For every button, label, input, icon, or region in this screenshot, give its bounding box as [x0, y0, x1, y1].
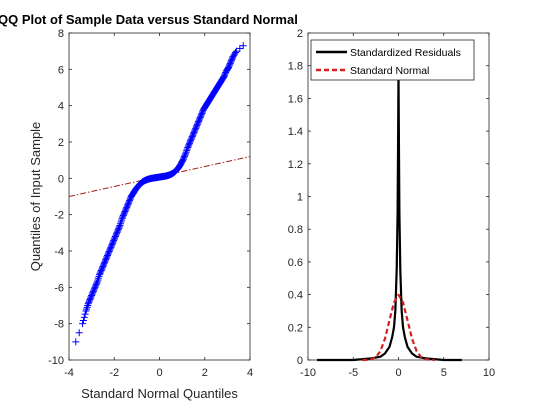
qq-y-tick-label: -8 [54, 319, 64, 331]
qq-x-axis-label: Standard Normal Quantiles [81, 386, 238, 401]
qq-point [94, 274, 102, 282]
qq-point [116, 222, 124, 230]
qq-point [182, 150, 190, 158]
qq-point [79, 316, 87, 324]
qq-y-tick-label: -10 [48, 355, 64, 367]
qq-point [118, 216, 126, 224]
qq-y-tick-label: -4 [54, 246, 64, 258]
qq-x-tick-label: 0 [156, 367, 162, 379]
density-y-tick-label: 0.2 [288, 322, 303, 334]
qq-y-tick-label: 8 [58, 28, 64, 40]
qq-point [95, 272, 103, 280]
qq-point [83, 303, 91, 311]
qq-point [75, 329, 83, 337]
qq-point [232, 49, 240, 57]
qq-point [181, 151, 189, 159]
density-series [317, 72, 462, 362]
legend-label-normal: Standard Normal [350, 65, 429, 77]
qq-x-tick-labels: -4 -2 0 2 4 [64, 33, 253, 379]
qq-point [183, 147, 191, 155]
qq-x-tick-label: -4 [64, 367, 74, 379]
qq-point [239, 42, 247, 50]
qq-y-tick-label: 0 [58, 173, 64, 185]
qq-point [115, 223, 123, 231]
normal-line [362, 293, 435, 362]
qq-y-tick-label: 2 [58, 137, 64, 149]
density-x-tick-label: -10 [300, 367, 316, 379]
qq-y-tick-label: -2 [54, 210, 64, 222]
qq-point [93, 278, 101, 286]
density-y-tick-labels: 0 0.2 0.4 0.6 0.8 1 1.2 1.4 1.6 1.8 2 [288, 28, 489, 367]
density-x-tick-labels: -10 -5 0 5 10 [300, 33, 495, 379]
legend-box [310, 39, 475, 81]
density-y-tick-label: 0.8 [288, 224, 303, 236]
qq-point [93, 279, 101, 287]
qq-y-axis-label: Quantiles of Input Sample [28, 122, 43, 272]
residuals-line [317, 72, 462, 362]
qq-point [223, 65, 231, 73]
density-y-tick-label: 2 [297, 28, 303, 40]
qq-point [80, 313, 88, 321]
qq-plot-axes: QQ Plot of Sample Data versus Standard N… [0, 12, 298, 401]
density-y-tick-label: 0 [297, 355, 303, 367]
qq-x-tick-label: -2 [109, 367, 119, 379]
density-x-tick-label: 10 [483, 367, 495, 379]
density-x-tick-label: 5 [441, 367, 447, 379]
density-y-tick-label: 0.6 [288, 257, 303, 269]
density-y-tick-label: 1 [297, 192, 303, 204]
density-plot-axes: -10 -5 0 5 10 0 0.2 0.4 0.6 0.8 1 1.2 1.4 1.6 1.8 2 St… [288, 28, 495, 379]
qq-y-tick-label: 4 [58, 101, 64, 113]
qq-x-tick-label: 4 [247, 367, 253, 379]
qq-y-tick-label: -6 [54, 282, 64, 294]
qq-point [79, 320, 87, 328]
density-y-tick-label: 1.2 [288, 159, 303, 171]
qq-point [83, 305, 91, 313]
qq-x-tick-label: 2 [202, 367, 208, 379]
qq-point [176, 162, 184, 170]
qq-point [183, 145, 191, 153]
density-y-tick-label: 1.6 [288, 93, 303, 105]
density-x-tick-label: 0 [395, 367, 401, 379]
qq-point [219, 74, 227, 82]
qq-point [182, 148, 190, 156]
qq-y-tick-label: 6 [58, 64, 64, 76]
density-y-tick-label: 1.8 [288, 61, 303, 73]
qq-point [82, 307, 90, 315]
qq-point [116, 220, 124, 228]
qq-point [84, 302, 92, 309]
qq-point [81, 310, 89, 318]
legend-label-residuals: Standardized Residuals [350, 47, 461, 59]
density-y-tick-label: 1.4 [288, 126, 303, 138]
legend: Standardized Residuals Standard Normal [310, 39, 475, 81]
density-y-tick-label: 0.4 [288, 290, 303, 302]
qq-point [72, 338, 80, 346]
qq-plot-title: QQ Plot of Sample Data versus Standard N… [0, 12, 298, 27]
density-x-tick-label: -5 [348, 367, 358, 379]
qq-point [94, 276, 102, 284]
sample-points [72, 42, 247, 346]
qq-point [117, 218, 125, 226]
qq-y-tick-labels: -10 -8 -6 -4 -2 0 2 4 6 8 [48, 28, 250, 367]
